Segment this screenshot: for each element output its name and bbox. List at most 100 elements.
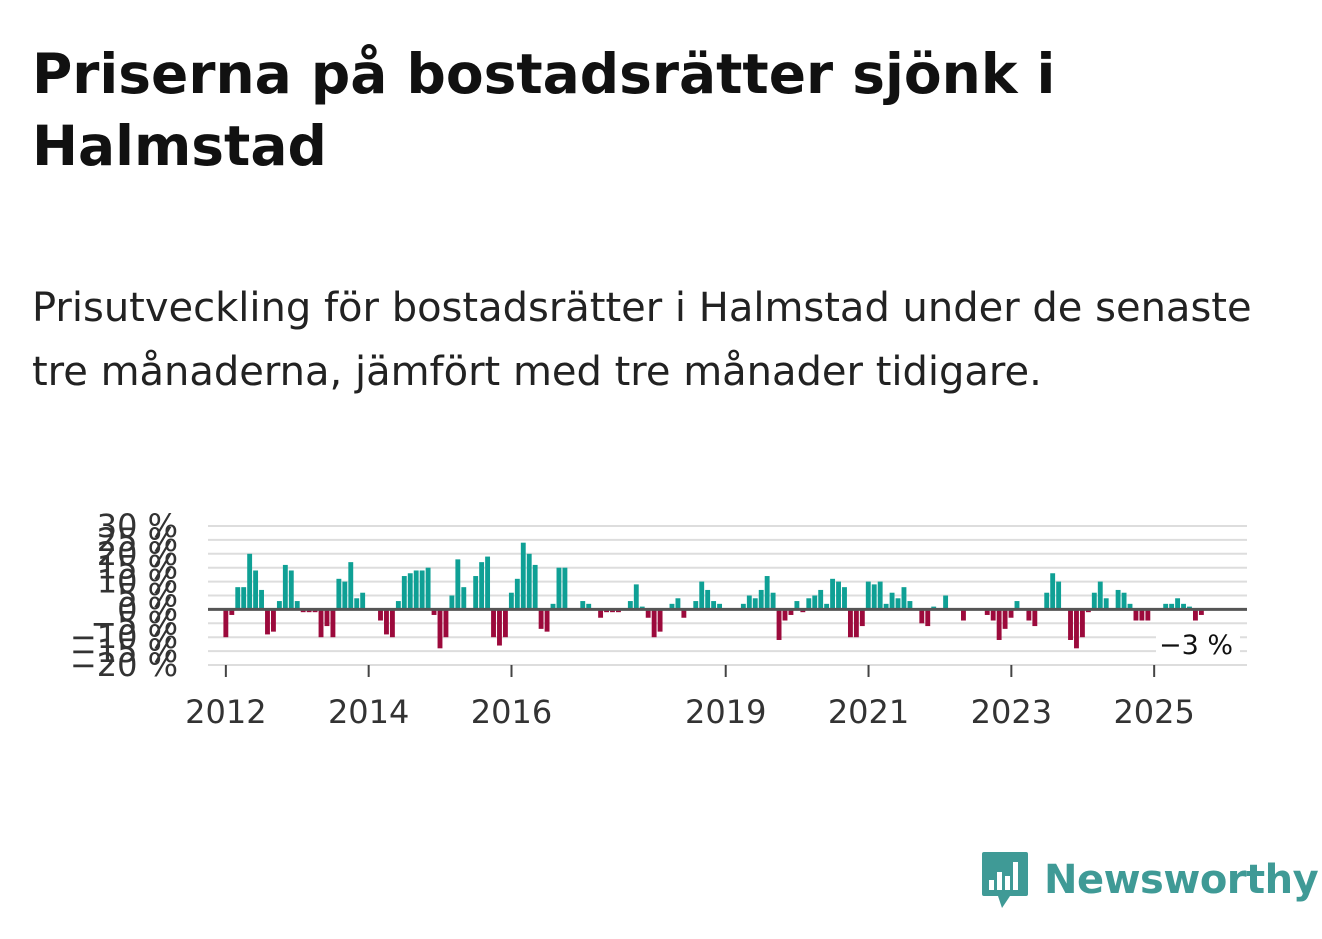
bar xyxy=(425,567,431,610)
bar xyxy=(1181,603,1186,610)
newsworthy-logo: Newsworthy xyxy=(980,850,1319,910)
bar xyxy=(824,603,830,610)
bar xyxy=(431,609,437,615)
x-axis: 2012 2014 2016 2019 2021 2023 2025 xyxy=(185,664,1247,731)
bar xyxy=(776,609,782,640)
bar xyxy=(514,578,520,610)
bar xyxy=(247,553,253,610)
bar xyxy=(389,609,395,638)
bar xyxy=(1139,609,1145,621)
bar xyxy=(276,601,282,610)
bar xyxy=(895,598,901,610)
bar xyxy=(871,584,877,610)
bar xyxy=(889,592,895,610)
bar xyxy=(336,578,342,610)
bar xyxy=(1103,598,1109,610)
bar-chart-icon xyxy=(982,852,1028,908)
bar xyxy=(1068,609,1073,640)
bar xyxy=(830,578,836,610)
bar-chart: 30 %25 %20 %15 %10 %5 %0 %−5 %−10 %−15 %… xyxy=(70,507,1247,731)
bar xyxy=(996,609,1002,640)
last-value-label: −3 % xyxy=(1159,630,1233,661)
bar xyxy=(853,609,859,638)
bar xyxy=(651,609,657,638)
bar xyxy=(901,587,907,610)
bar xyxy=(235,587,241,610)
y-tick-label: 5 % xyxy=(117,577,178,615)
bar xyxy=(907,601,913,610)
bar xyxy=(699,581,705,610)
y-tick-label: 0 % xyxy=(117,590,178,628)
bar xyxy=(1008,609,1014,618)
bar xyxy=(223,609,229,638)
bar xyxy=(818,589,824,610)
bar xyxy=(1002,609,1008,629)
chart-title: Priserna på bostadsrätter sjönk i Halmst… xyxy=(32,42,1056,178)
bar xyxy=(681,609,687,618)
bar xyxy=(502,609,508,638)
bar xyxy=(532,564,538,610)
bar xyxy=(806,598,812,610)
bar xyxy=(1145,609,1151,621)
bar xyxy=(1074,609,1079,649)
bar xyxy=(627,601,633,610)
annotation-background xyxy=(1156,627,1240,661)
bar xyxy=(241,587,247,610)
bar xyxy=(1121,592,1127,610)
bar xyxy=(1198,609,1204,615)
bar xyxy=(538,609,544,629)
bar xyxy=(883,603,889,610)
bar xyxy=(1079,609,1085,638)
bar xyxy=(925,609,931,627)
bar xyxy=(717,603,723,610)
bar xyxy=(508,592,514,610)
bar xyxy=(288,570,294,610)
bar xyxy=(282,564,288,610)
y-tick-label: −5 % xyxy=(90,604,178,642)
x-tick-label: 2021 xyxy=(828,693,909,731)
last-value-annotation: −3 % xyxy=(1156,627,1240,661)
bar xyxy=(562,567,568,610)
x-tick-label: 2019 xyxy=(685,693,766,731)
bar xyxy=(342,581,348,610)
bar xyxy=(491,609,496,638)
bars xyxy=(223,542,1204,649)
bar xyxy=(990,609,996,621)
bar xyxy=(1175,598,1181,610)
bar xyxy=(633,584,639,610)
bar xyxy=(348,562,354,610)
bar xyxy=(1097,581,1103,610)
bar xyxy=(253,570,259,610)
bar xyxy=(556,567,562,610)
bar xyxy=(1127,603,1133,610)
bar xyxy=(1192,609,1198,621)
bar xyxy=(842,587,847,610)
y-tick-label: 25 % xyxy=(97,521,178,559)
bar xyxy=(473,576,479,610)
bar xyxy=(758,589,764,610)
y-tick-label: −15 % xyxy=(70,632,178,670)
bar xyxy=(1044,592,1050,610)
x-tick-label: 2025 xyxy=(1113,693,1194,731)
bar xyxy=(1091,592,1097,610)
bar xyxy=(847,609,853,638)
bar xyxy=(330,609,336,638)
bar xyxy=(354,598,360,610)
bar xyxy=(794,601,800,610)
bar xyxy=(752,598,758,610)
y-tick-label: −20 % xyxy=(70,646,178,684)
bar xyxy=(711,601,717,610)
bar xyxy=(419,570,425,610)
bar xyxy=(443,609,449,638)
bar xyxy=(550,603,556,610)
bar xyxy=(479,562,485,610)
bar xyxy=(859,609,865,627)
x-tick-label: 2023 xyxy=(971,693,1052,731)
bar xyxy=(378,609,383,621)
bar xyxy=(943,595,949,610)
bar xyxy=(520,542,526,610)
bar xyxy=(449,595,455,610)
bar xyxy=(407,573,413,610)
bar xyxy=(919,609,925,624)
bar xyxy=(1163,603,1169,610)
